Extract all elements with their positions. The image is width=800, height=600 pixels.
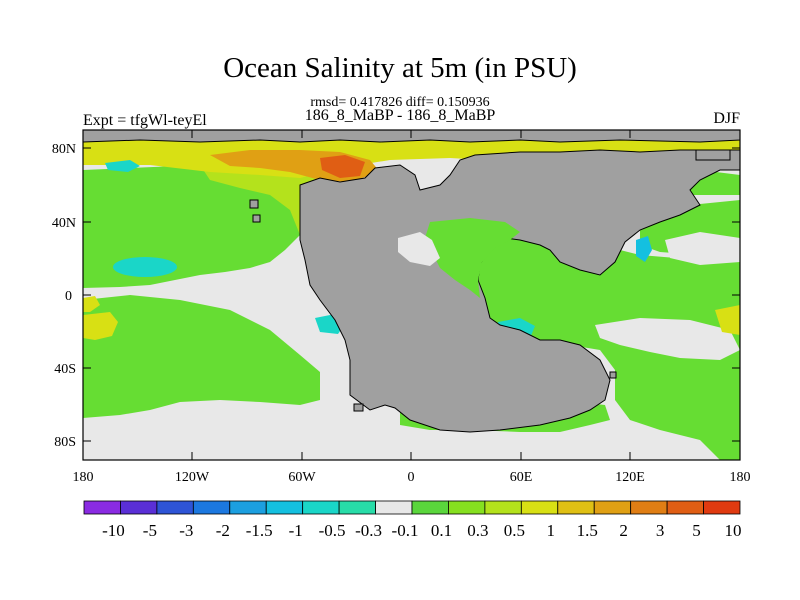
cyan-patch-pacific — [113, 257, 177, 277]
land-small-island-3 — [353, 403, 364, 412]
lon-label-180w: 180 — [73, 470, 94, 485]
colorbar-label: -0.3 — [355, 521, 382, 540]
neutral-inland-sea — [398, 232, 440, 266]
yellow-region-pacific-south — [83, 312, 118, 340]
colorbar-box — [156, 500, 194, 515]
colorbar-box — [411, 500, 449, 515]
colorbar-label: 0.1 — [431, 521, 452, 540]
green-region-north-pacific — [83, 165, 300, 288]
map-title: Ocean Salinity at 5m (in PSU) — [223, 52, 577, 84]
lat-label-40n: 40N — [52, 216, 76, 231]
yellow-region-arctic — [83, 135, 740, 178]
colorbar-box — [83, 500, 121, 515]
colorbar-label: 0.3 — [467, 521, 488, 540]
colorbar-label: -0.5 — [319, 521, 346, 540]
lon-label-60w: 60W — [288, 470, 316, 485]
land-small-island-4 — [609, 371, 617, 379]
colorbar-label: -1 — [289, 521, 303, 540]
colorbar-label: -5 — [143, 521, 157, 540]
green-inland-sea — [425, 218, 520, 298]
colorbar-label: -0.1 — [392, 521, 419, 540]
neutral-patch-west-pacific — [665, 232, 740, 265]
colorbar: -10 -5 -3 -2 -1.5 -1 -0.5 -0.3 -0.1 0.1 0.3 0.5 1 1.5… — [83, 500, 742, 540]
colorbar-box — [338, 500, 376, 515]
colorbar-box — [448, 500, 486, 515]
colorbar-label: 1.5 — [577, 521, 598, 540]
colorbar-label: 10 — [725, 521, 742, 540]
colorbar-label: -10 — [102, 521, 125, 540]
lon-label-0: 0 — [408, 470, 415, 485]
cyan-patch-east-asia — [636, 236, 652, 262]
green-region-indian — [430, 215, 740, 460]
colorbar-box — [557, 500, 595, 515]
green-region-south-pacific — [83, 295, 320, 418]
land-continent-west — [299, 149, 740, 433]
lat-axis: 80N 40N 0 40S 80S — [52, 142, 740, 450]
lat-label-80n: 80N — [52, 142, 76, 157]
colorbar-box — [192, 500, 231, 515]
lat-label-80s: 80S — [54, 435, 76, 450]
colorbar-label: 2 — [619, 521, 628, 540]
colorbar-label: -3 — [179, 521, 193, 540]
lon-label-120w: 120W — [175, 470, 210, 485]
colorbar-label: -1.5 — [246, 521, 273, 540]
map-field — [83, 130, 740, 460]
experiment-label: Expt = tfgWl-teyEl — [83, 112, 207, 129]
colorbar-box — [630, 500, 668, 515]
lon-label-60e: 60E — [510, 470, 533, 485]
lat-label-0: 0 — [65, 289, 72, 304]
colorbar-box — [593, 500, 632, 515]
colorbar-box — [302, 500, 340, 515]
season-label: DJF — [713, 110, 740, 127]
colorbar-box — [703, 500, 741, 515]
colorbar-box — [265, 500, 304, 515]
colorbar-label: -2 — [216, 521, 230, 540]
cyan-patch-arctic — [105, 160, 140, 172]
colorbar-box — [229, 500, 267, 515]
colorbar-box — [484, 500, 522, 515]
lon-axis: 180 120W 60W 0 60E 120E 180 — [73, 130, 751, 485]
colorbar-box — [666, 500, 704, 515]
land-small-island-2 — [252, 214, 261, 223]
yellow-region-east-edge — [715, 305, 740, 335]
colorbar-box — [120, 500, 158, 515]
colorbar-label: 0.5 — [504, 521, 525, 540]
neutral-patch-indian-east — [595, 318, 740, 360]
comparison-label: 186_8_MaBP - 186_8_MaBP — [304, 107, 496, 124]
lon-label-180e: 180 — [730, 470, 751, 485]
land-small-island-5 — [695, 149, 731, 161]
colorbar-label: 5 — [692, 521, 701, 540]
land-small-island-1 — [249, 199, 259, 209]
colorbar-label: 1 — [547, 521, 556, 540]
lat-label-40s: 40S — [54, 362, 76, 377]
yellowgreen-region-north-atlantic — [200, 160, 330, 235]
colorbar-box — [520, 500, 559, 515]
yellow-region-pacific-south2 — [83, 296, 100, 312]
colorbar-box — [375, 500, 413, 515]
stats-line: rmsd= 0.417826 diff= 0.150936 — [310, 95, 490, 110]
lon-label-120e: 120E — [615, 470, 645, 485]
red-region-arctic — [320, 155, 365, 178]
colorbar-label: 3 — [656, 521, 665, 540]
